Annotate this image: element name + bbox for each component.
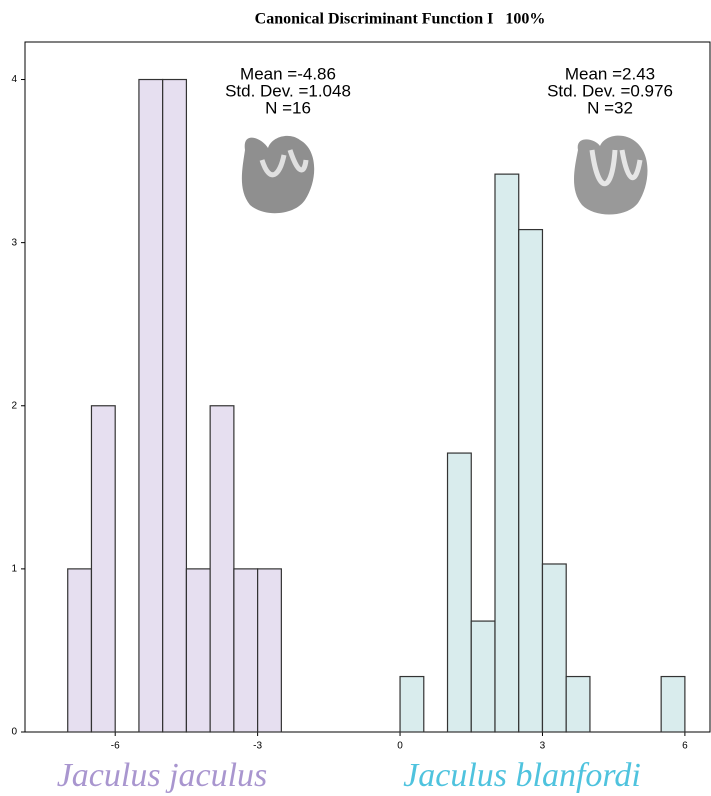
bar bbox=[138, 78, 164, 733]
bar bbox=[494, 173, 520, 733]
stats-label: Std. Dev. =1.048 bbox=[225, 81, 351, 100]
y-tick-label: 3 bbox=[11, 237, 17, 248]
bar bbox=[446, 452, 472, 733]
legend-label: Jaculus jaculus bbox=[57, 757, 268, 794]
bar bbox=[518, 228, 544, 733]
y-tick-label: 0 bbox=[11, 727, 17, 738]
bar bbox=[399, 675, 425, 733]
bar bbox=[541, 563, 567, 733]
stats-label: Std. Dev. =0.976 bbox=[547, 81, 673, 100]
bar bbox=[67, 568, 93, 733]
bar bbox=[162, 78, 188, 733]
bar bbox=[565, 675, 591, 733]
bar bbox=[257, 568, 282, 733]
y-tick-label: 4 bbox=[11, 74, 17, 85]
x-tick-label: 3 bbox=[540, 741, 546, 752]
y-tick-label: 1 bbox=[11, 564, 17, 575]
legend-label: Jaculus blanfordi bbox=[403, 757, 641, 794]
stats-label: Mean =2.43 bbox=[565, 64, 655, 83]
bar bbox=[185, 568, 211, 733]
bar bbox=[660, 675, 686, 733]
x-tick-label: -6 bbox=[111, 741, 120, 752]
chart-title: Canonical Discriminant Function I 100% bbox=[255, 11, 546, 28]
bar bbox=[233, 568, 259, 733]
tooth-image bbox=[574, 135, 648, 215]
bar bbox=[90, 405, 116, 733]
x-tick-label: 6 bbox=[682, 741, 688, 752]
y-tick-label: 2 bbox=[11, 400, 17, 411]
bar bbox=[209, 405, 235, 733]
stats-label: N =16 bbox=[265, 98, 311, 117]
stats-label: N =32 bbox=[587, 98, 633, 117]
x-tick-label: -3 bbox=[253, 741, 262, 752]
stats-label: Mean =-4.86 bbox=[240, 64, 336, 83]
tooth-image bbox=[241, 135, 315, 214]
bar bbox=[470, 620, 496, 733]
x-tick-label: 0 bbox=[397, 741, 403, 752]
plot-frame bbox=[24, 41, 711, 733]
